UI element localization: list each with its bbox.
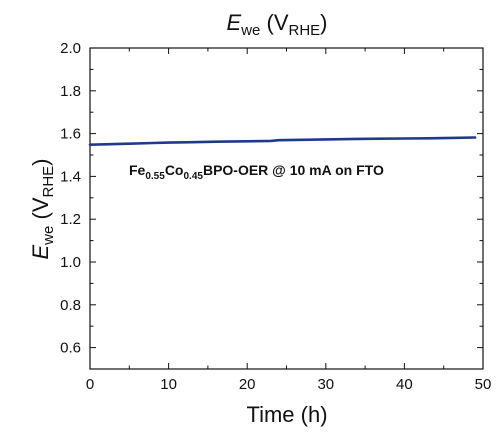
y-tick-label: 1.4 [60, 168, 81, 185]
chart-title-unit-open: (V [260, 10, 288, 35]
y-axis-label: Ewe (VRHE) [28, 159, 57, 260]
y-tick-label: 1.6 [60, 126, 81, 143]
y-tick-label: 0.6 [60, 340, 81, 357]
y-label-unit-sub: RHE [40, 166, 57, 198]
chart-title-main: E [227, 10, 242, 35]
x-tick-label: 40 [396, 376, 413, 393]
y-label-unit-open: (V [28, 197, 53, 225]
x-tick-label: 30 [317, 376, 334, 393]
axis-ticks [89, 47, 484, 369]
anno-part-2: Co [165, 162, 184, 178]
chart-title: Ewe (VRHE) [227, 10, 328, 39]
y-tick-label: 1.2 [60, 211, 81, 228]
y-label-main: E [28, 245, 53, 260]
x-axis-label: Time (h) [246, 402, 327, 427]
x-tick-label: 20 [239, 376, 256, 393]
y-label-unit-close: ) [28, 159, 53, 166]
chart-title-sub: we [240, 22, 260, 39]
x-tick-label: 0 [86, 376, 94, 393]
x-tick-label: 50 [475, 376, 492, 393]
chart-annotation: Fe0.55Co0.45BPO-OER @ 10 mA on FTO [129, 162, 384, 182]
y-tick-label: 2.0 [60, 40, 81, 57]
y-tick-label: 1.8 [60, 83, 81, 100]
anno-part-1: 0.55 [145, 171, 165, 182]
y-tick-label: 1.0 [60, 254, 81, 271]
chart-title-unit-sub: RHE [289, 22, 321, 39]
y-tick-label: 0.8 [60, 297, 81, 314]
series-line [88, 136, 477, 146]
anno-part-4: BPO-OER @ 10 mA on FTO [203, 162, 384, 178]
x-tick-label: 10 [160, 376, 177, 393]
y-label-sub: we [40, 226, 57, 246]
anno-part-3: 0.45 [183, 171, 203, 182]
anno-part-0: Fe [129, 162, 146, 178]
axis-tick-labels: 0 10 20 30 40 50 0.6 0.8 1.0 1.2 1.4 1.6 1.8 2.0 [60, 40, 491, 393]
chart-title-unit-close: ) [320, 10, 327, 35]
plot-frame [89, 47, 484, 370]
